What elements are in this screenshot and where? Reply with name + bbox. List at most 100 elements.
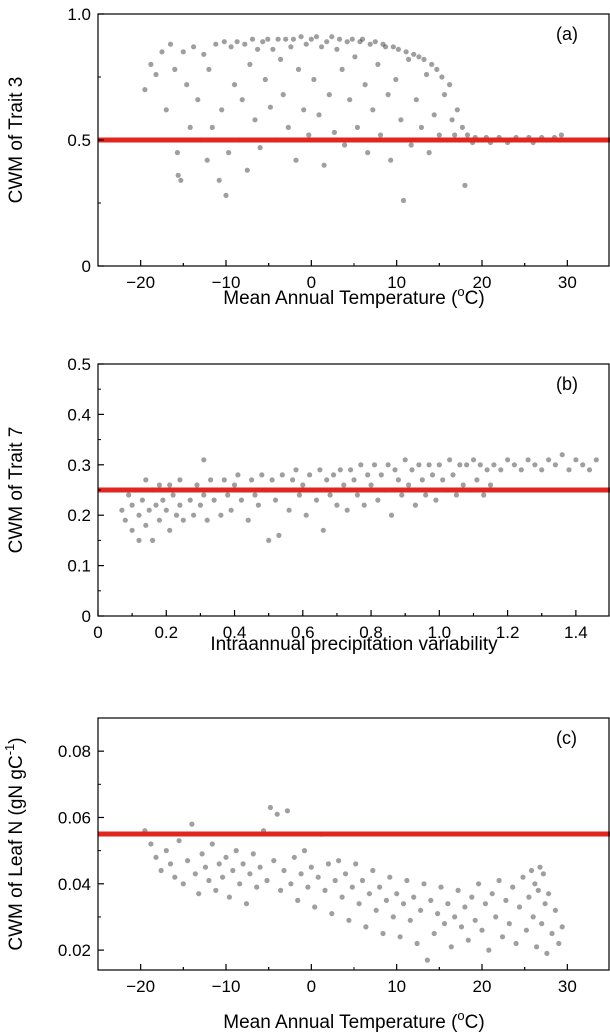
x-axis-title-superscript: o: [457, 1008, 464, 1023]
data-point: [255, 502, 261, 508]
panel-3: −20 −10 0 10 20 30 0.02 0.04 0.06 0.08 (c) Mean Ann…: [2, 717, 610, 1033]
data-point: [380, 41, 386, 47]
data-point: [539, 921, 545, 927]
data-point: [142, 87, 148, 93]
data-point: [271, 858, 277, 864]
data-point: [448, 944, 454, 950]
data-point: [252, 117, 258, 123]
data-point: [288, 881, 294, 887]
data-point: [361, 502, 367, 508]
data-point: [208, 477, 214, 483]
data-point: [175, 172, 181, 178]
data-point: [479, 927, 485, 933]
data-point: [242, 41, 248, 47]
x-tick-label: 0.2: [154, 623, 178, 642]
data-point: [279, 472, 285, 478]
data-point: [516, 904, 523, 910]
data-point: [472, 917, 478, 923]
data-point: [174, 150, 180, 156]
data-point: [306, 132, 312, 138]
data-point: [313, 34, 320, 40]
data-point: [453, 492, 459, 498]
data-point: [228, 507, 234, 513]
data-point: [305, 884, 311, 890]
data-point: [230, 867, 236, 874]
data-point: [465, 937, 471, 943]
y-tick-label: 0: [82, 257, 91, 276]
data-point: [439, 74, 445, 80]
points: [142, 804, 565, 963]
x-axis-title-text: Mean Annual Temperature (: [223, 1012, 458, 1033]
data-point: [296, 492, 302, 498]
data-point: [284, 808, 290, 814]
data-point: [409, 467, 415, 473]
data-point: [337, 467, 343, 473]
data-point: [349, 884, 355, 890]
data-point: [239, 97, 245, 103]
data-point: [394, 891, 400, 897]
data-point: [187, 497, 193, 503]
x-tick-label: 1.2: [496, 623, 520, 642]
data-point: [321, 162, 327, 168]
data-point: [344, 507, 350, 513]
data-point: [291, 854, 297, 860]
data-point: [359, 36, 366, 42]
data-point: [153, 71, 159, 78]
data-point: [489, 891, 495, 897]
data-point: [367, 41, 373, 47]
data-point: [408, 142, 414, 148]
data-point: [528, 867, 535, 874]
data-point: [491, 462, 497, 468]
data-point: [503, 897, 509, 904]
data-point: [399, 492, 405, 498]
data-point: [351, 477, 357, 483]
data-point: [580, 462, 586, 468]
data-point: [377, 884, 383, 890]
data-point: [136, 512, 142, 518]
data-point: [288, 44, 294, 50]
y-axis-title-text: CWM of Trait 3: [6, 77, 27, 204]
data-point: [293, 157, 299, 163]
data-point: [303, 512, 309, 518]
data-point: [219, 107, 225, 113]
data-point: [431, 112, 437, 118]
data-point: [387, 874, 393, 880]
x-tick-label: 0: [93, 623, 102, 642]
data-point: [250, 851, 256, 857]
data-point: [206, 877, 212, 884]
data-point: [546, 457, 552, 463]
data-point: [264, 877, 270, 884]
data-point: [426, 150, 432, 156]
data-point: [447, 457, 453, 463]
data-point: [213, 887, 219, 894]
data-point: [126, 492, 132, 498]
data-point: [201, 492, 207, 498]
data-point: [195, 97, 201, 103]
data-point: [223, 192, 229, 198]
data-point: [267, 104, 273, 110]
data-point: [388, 157, 394, 163]
data-point: [177, 502, 183, 508]
data-point: [316, 112, 322, 118]
data-point: [388, 512, 395, 518]
data-point: [373, 907, 379, 913]
x-tick-label: 30: [558, 273, 577, 292]
data-point: [136, 537, 142, 544]
data-point: [416, 54, 422, 60]
x-tick-label: 0.4: [223, 623, 247, 642]
data-point: [365, 150, 371, 156]
data-point: [326, 92, 332, 98]
data-point: [170, 492, 176, 498]
data-point: [191, 512, 197, 518]
x-axis-title-suffix: C): [465, 288, 485, 309]
data-point: [406, 482, 412, 488]
x-tick-label: −10: [212, 977, 241, 996]
data-point: [167, 482, 173, 488]
data-point: [249, 477, 255, 483]
data-point: [526, 894, 532, 900]
data-point: [274, 811, 280, 817]
data-point: [556, 940, 562, 947]
x-tick-label: 0: [307, 273, 316, 292]
x-tick-label: 30: [558, 977, 577, 996]
data-point: [341, 482, 347, 488]
